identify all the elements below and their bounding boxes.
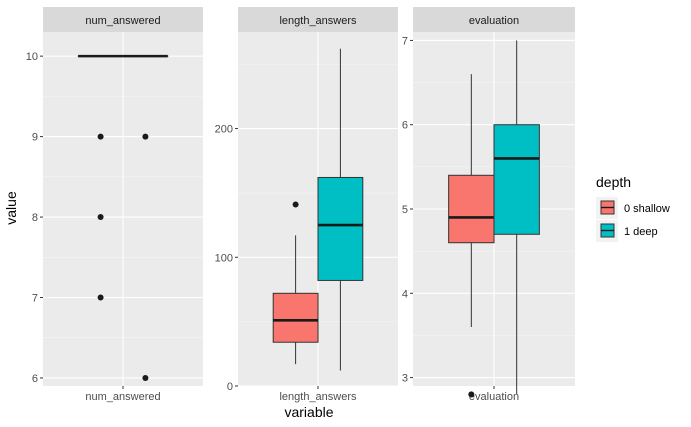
x-tick-label: evaluation	[469, 391, 519, 403]
legend: depth 0 shallow 1 deep	[596, 174, 670, 242]
y-tick-label: 7	[32, 293, 38, 305]
box-0-shallow	[272, 201, 319, 365]
legend-entries: 0 shallow 1 deep	[596, 197, 670, 242]
legend-label: 0 shallow	[624, 203, 670, 215]
box-body	[493, 124, 540, 235]
box-body	[272, 292, 319, 343]
y-tick-label: 6	[402, 120, 408, 132]
outlier-point	[97, 294, 104, 301]
facet-num_answered: 6 7 8 9 10 num_answered num_answered	[26, 7, 203, 403]
y-tick-label: 6	[32, 373, 38, 385]
box-body	[317, 176, 364, 281]
legend-label: 1 deep	[624, 226, 658, 238]
outlier-point	[142, 374, 149, 381]
legend-entry-1-deep: 1 deep	[596, 220, 658, 242]
facet-strip-label: evaluation	[469, 15, 519, 27]
facet-strip	[238, 7, 398, 32]
outlier-point	[97, 133, 104, 140]
facet-strip	[413, 7, 575, 32]
y-tick-label: 9	[32, 132, 38, 144]
facet-strip-label: num_answered	[85, 15, 160, 27]
outlier-point	[142, 133, 149, 140]
outlier-point	[468, 391, 475, 398]
y-tick-label: 100	[215, 252, 233, 264]
y-tick-label: 10	[26, 51, 38, 63]
y-tick-label: 200	[215, 124, 233, 136]
box-0-shallow	[448, 74, 495, 398]
x-axis-title: variable	[284, 404, 333, 420]
facet-strip-label: length_answers	[279, 15, 357, 27]
facet-length_answers: 0 100 200 length_answers length_answers	[215, 7, 398, 403]
outlier-point	[292, 201, 299, 208]
box-1-deep	[493, 40, 540, 395]
x-tick-label: num_answered	[85, 391, 160, 403]
x-tick-label: length_answers	[279, 391, 357, 403]
legend-entry-0-shallow: 0 shallow	[596, 197, 670, 219]
box-body	[448, 174, 495, 244]
y-axis-title: value	[3, 191, 19, 225]
y-tick-label: 4	[402, 288, 408, 300]
facet-evaluation: 3 4 5 6 7 evaluation evaluation	[402, 7, 575, 403]
y-tick-label: 0	[227, 381, 233, 393]
outlier-point	[97, 214, 104, 221]
y-tick-label: 7	[402, 35, 408, 47]
facet-panels: 6 7 8 9 10 num_answered num_answered 0 100 200 len…	[26, 7, 575, 403]
box-1-deep	[122, 54, 169, 381]
facet-strip	[43, 7, 203, 32]
y-tick-label: 3	[402, 373, 408, 385]
y-tick-label: 5	[402, 204, 408, 216]
legend-title: depth	[596, 174, 631, 190]
box-1-deep	[317, 48, 364, 371]
y-tick-label: 8	[32, 212, 38, 224]
